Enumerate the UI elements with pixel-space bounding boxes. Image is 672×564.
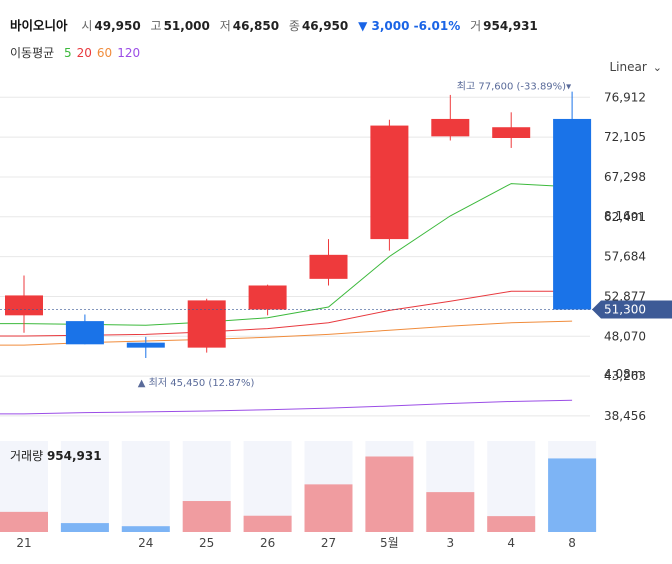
volume-label: 거	[470, 19, 482, 33]
chevron-down-icon: ⌄	[652, 61, 662, 74]
y-tick-label: 43,263	[604, 369, 646, 383]
volume-panel-title: 거래량 954,931	[10, 447, 102, 464]
current-price-badge	[592, 300, 672, 319]
y-tick-label: 52,877	[604, 289, 646, 303]
low-value: 46,850	[232, 19, 280, 33]
volume-bar	[365, 456, 414, 532]
max-annotation: 최고 77,600 (-33.89%)▾	[457, 81, 571, 93]
y-tick-label: 67,298	[604, 170, 646, 184]
volume-bar	[182, 501, 231, 532]
x-tick-label: 5월	[380, 536, 399, 550]
volume-value: 954,931	[483, 19, 538, 33]
low-label: 저	[219, 19, 231, 33]
ma-period-20[interactable]: 20	[76, 46, 92, 60]
x-tick-label: 26	[260, 536, 275, 550]
volume-bar	[426, 492, 475, 532]
scale-selector[interactable]: Linear ⌄	[609, 60, 662, 74]
y-tick-label: 76,912	[604, 90, 646, 104]
stock-header: 바이오니아 시 49,950 고 51,000 저 46,850 종 46,950 ▼ …	[10, 15, 544, 34]
close-label: 종	[288, 19, 300, 33]
price-change: ▼ 3,000 -6.01%	[358, 19, 461, 33]
candle-body	[5, 295, 43, 316]
x-tick-label: 24	[138, 536, 153, 550]
open-label: 시	[81, 19, 93, 33]
moving-average-line-60	[0, 320, 573, 346]
current-price-value: 51,300	[604, 303, 646, 317]
volume-panel-label: 거래량	[10, 449, 44, 463]
candle-body	[126, 342, 165, 348]
volume-tick-label: 4.08m	[604, 367, 642, 381]
volume-bar	[60, 523, 109, 532]
moving-average-periods: 5 20 60 120	[64, 46, 145, 60]
high-label: 고	[150, 19, 162, 33]
volume-bg	[60, 441, 109, 532]
moving-average-line-5	[0, 183, 573, 326]
x-tick-label: 8	[568, 536, 576, 550]
candle-body	[248, 285, 287, 310]
volume-bar	[243, 515, 292, 532]
volume-bar	[548, 458, 597, 532]
x-tick-label: 27	[321, 536, 336, 550]
y-tick-label: 48,070	[604, 329, 646, 343]
candle-body	[370, 125, 409, 240]
moving-average-legend[interactable]: 이동평균 5 20 60 120	[10, 44, 145, 61]
open-value: 49,950	[94, 19, 141, 33]
moving-average-line-20	[0, 290, 573, 337]
x-tick-label: 4	[507, 536, 515, 550]
high-value: 51,000	[163, 19, 210, 33]
moving-average-line-120	[0, 399, 573, 415]
x-tick-label: 3	[446, 536, 454, 550]
y-tick-label: 72,105	[604, 130, 646, 144]
volume-bar	[121, 526, 170, 532]
candle-body	[65, 321, 104, 345]
candle-body	[309, 254, 348, 279]
stock-name[interactable]: 바이오니아	[10, 18, 68, 33]
min-annotation: ▲ 최저 45,450 (12.87%)	[138, 377, 255, 389]
ma-period-60[interactable]: 60	[96, 46, 113, 60]
ma-period-120[interactable]: 120	[117, 46, 141, 60]
scale-label: Linear	[609, 60, 647, 74]
close-value: 46,950	[301, 19, 349, 33]
x-tick-label: 25	[199, 536, 214, 550]
candle-body	[492, 127, 531, 138]
volume-bg	[121, 441, 170, 532]
candle-body	[187, 300, 226, 348]
candle-body	[431, 118, 470, 137]
y-tick-label: 62,491	[604, 210, 646, 224]
volume-bar	[304, 484, 353, 532]
volume-tick-label: 8.16m	[604, 209, 642, 223]
ma-period-5[interactable]: 5	[64, 46, 72, 60]
x-tick-label: 21	[16, 536, 31, 550]
y-tick-label: 38,456	[604, 409, 646, 423]
moving-average-title: 이동평균	[10, 46, 55, 60]
candle-body	[553, 118, 592, 310]
y-tick-label: 57,684	[604, 250, 646, 264]
volume-panel-value: 954,931	[46, 449, 102, 463]
volume-bar	[487, 516, 536, 532]
volume-bar	[0, 511, 48, 532]
